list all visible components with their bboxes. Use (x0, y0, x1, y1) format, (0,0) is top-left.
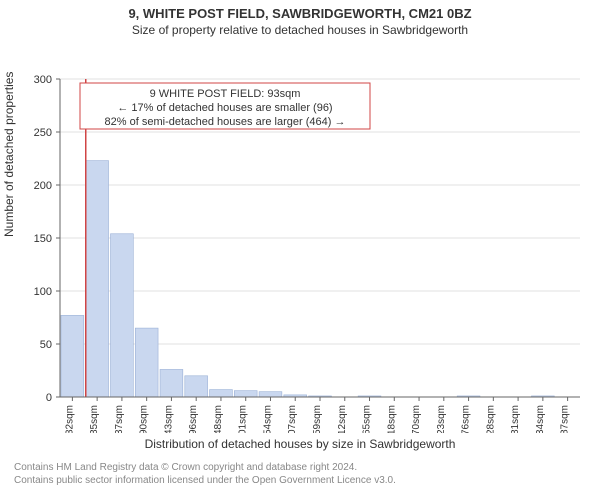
histogram-bar (234, 391, 257, 397)
x-tick-label: 981sqm (510, 405, 521, 433)
x-tick-label: 454sqm (262, 405, 273, 433)
x-tick-label: 612sqm (337, 405, 348, 433)
x-tick-label: 665sqm (362, 405, 373, 433)
x-tick-label: 137sqm (114, 405, 125, 433)
y-axis-label: Number of detached properties (2, 72, 16, 237)
y-tick-label: 150 (34, 233, 52, 245)
x-tick-label: 770sqm (411, 405, 422, 433)
legend-line: 9 WHITE POST FIELD: 93sqm (150, 88, 301, 100)
footer-line-2: Contains public sector information licen… (14, 474, 586, 487)
x-tick-label: 348sqm (213, 405, 224, 433)
histogram-bar (61, 315, 84, 397)
page-subtitle: Size of property relative to detached ho… (0, 23, 600, 37)
x-tick-label: 823sqm (436, 405, 447, 433)
x-tick-label: 32sqm (64, 405, 75, 433)
histogram-bar (210, 390, 233, 397)
x-tick-label: 928sqm (485, 405, 496, 433)
histogram-bar (259, 392, 282, 397)
y-tick-label: 0 (46, 392, 52, 404)
histogram-bar (160, 369, 183, 397)
x-tick-label: 507sqm (287, 405, 298, 433)
x-tick-label: 876sqm (461, 405, 472, 433)
legend-line: ← 17% of detached houses are smaller (96… (117, 102, 332, 114)
legend-line: 82% of semi-detached houses are larger (… (105, 116, 346, 128)
y-tick-label: 100 (34, 286, 52, 298)
histogram-bar (185, 376, 208, 397)
histogram-bar (135, 328, 158, 397)
histogram-bar (111, 234, 134, 397)
histogram-chart: 0 50 100 150 200 250 300 32sqm 85sqm 137sqm 190sqm… (0, 37, 600, 433)
attribution-footer: Contains HM Land Registry data © Crown c… (14, 461, 586, 487)
x-tick-label: 718sqm (386, 405, 397, 433)
x-tick-label: 243sqm (163, 405, 174, 433)
x-tick-label: 1087sqm (560, 405, 571, 433)
x-tick-label: 296sqm (188, 405, 199, 433)
y-tick-label: 200 (34, 180, 52, 192)
y-tick-label: 250 (34, 127, 52, 139)
x-tick-label: 85sqm (89, 405, 100, 433)
footer-line-1: Contains HM Land Registry data © Crown c… (14, 461, 586, 474)
y-tick-label: 300 (34, 74, 52, 86)
x-axis-label: Distribution of detached houses by size … (0, 437, 600, 451)
y-tick-label: 50 (40, 339, 52, 351)
page-title: 9, WHITE POST FIELD, SAWBRIDGEWORTH, CM2… (0, 6, 600, 21)
histogram-bar (86, 161, 109, 397)
x-tick-label: 401sqm (238, 405, 249, 433)
x-tick-label: 1034sqm (535, 405, 546, 433)
x-tick-label: 559sqm (312, 405, 323, 433)
x-tick-label: 190sqm (139, 405, 150, 433)
